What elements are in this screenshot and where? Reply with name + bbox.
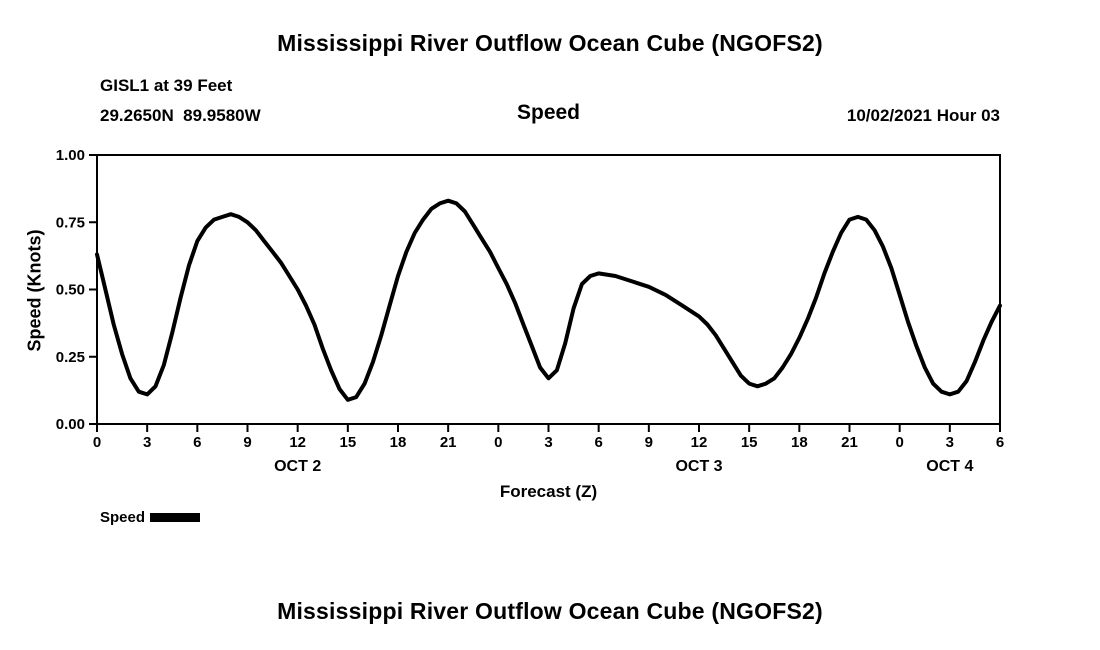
x-tick-label: 3 <box>946 434 954 451</box>
x-tick-label: 0 <box>93 434 101 451</box>
forecast-datetime-label: 10/02/2021 Hour 03 <box>846 106 1000 125</box>
x-tick-label: 9 <box>243 434 251 451</box>
x-tick-label: 15 <box>339 434 356 451</box>
plot-heading: Speed <box>516 101 581 124</box>
x-tick-label: 12 <box>289 434 306 451</box>
plot-frame <box>96 154 1001 425</box>
x-tick-label: 21 <box>841 434 858 451</box>
legend-line-swatch <box>150 513 201 522</box>
y-tick-label: 0.00 <box>56 416 85 433</box>
x-tick-label: 0 <box>895 434 903 451</box>
x-tick-label: 9 <box>645 434 653 451</box>
y-tick-label: 0.25 <box>56 349 85 366</box>
y-tick-label: 0.75 <box>56 214 85 231</box>
x-date-label: OCT 3 <box>675 458 722 475</box>
x-tick-label: 0 <box>494 434 502 451</box>
page-title-top: Mississippi River Outflow Ocean Cube (NG… <box>277 30 823 56</box>
x-tick-label: 15 <box>741 434 758 451</box>
station-elevation-label: GISL1 at 39 Feet <box>100 76 233 95</box>
y-tick-label: 0.50 <box>56 282 85 299</box>
x-date-label: OCT 4 <box>926 458 973 475</box>
x-tick-label: 21 <box>440 434 457 451</box>
y-tick-label: 1.00 <box>56 147 85 164</box>
x-tick-label: 6 <box>594 434 602 451</box>
x-tick-label: 6 <box>996 434 1004 451</box>
x-tick-label: 18 <box>390 434 407 451</box>
legend-label: Speed <box>100 509 146 526</box>
x-date-label: OCT 2 <box>274 458 321 475</box>
speed-curve <box>95 198 1002 402</box>
x-axis-title: Forecast (Z) <box>499 482 598 501</box>
x-tick-label: 18 <box>791 434 808 451</box>
page-title-bottom: Mississippi River Outflow Ocean Cube (NG… <box>277 598 823 624</box>
station-coordinates-label: 29.2650N 89.9580W <box>100 106 261 125</box>
x-tick-label: 3 <box>143 434 151 451</box>
x-tick-label: 6 <box>193 434 201 451</box>
x-tick-label: 12 <box>691 434 708 451</box>
x-tick-label: 3 <box>544 434 552 451</box>
legend: Speed <box>100 509 201 526</box>
